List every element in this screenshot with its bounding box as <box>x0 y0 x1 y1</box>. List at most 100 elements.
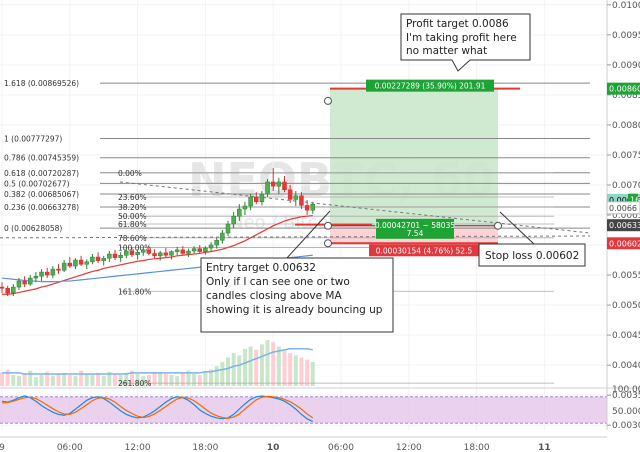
candle-body <box>310 203 315 211</box>
time-axis[interactable]: 9 06:00 12:00 18:00 10 06:00 12:00 18:00 11 <box>0 443 551 452</box>
fib-pct-label: 0.00% <box>118 169 142 178</box>
volume-bar <box>254 349 259 386</box>
volume-bar <box>259 344 264 386</box>
volume-bar <box>90 375 95 386</box>
position-handle <box>324 239 332 248</box>
price-tick-label: 0.00900000 <box>612 61 640 71</box>
candle-body <box>124 250 129 256</box>
stop-loss-callout[interactable]: Stop loss 0.00602 <box>478 211 586 267</box>
fib-level-label: 0.618 (0.00720287) <box>4 169 79 178</box>
fib-level-label: 1.618 (0.00869526) <box>4 79 79 88</box>
time-tick-label: 12:00 <box>396 443 422 452</box>
candle-body <box>11 286 16 294</box>
candle-body <box>152 253 157 257</box>
volume-ma-line <box>2 348 313 375</box>
candle-body <box>254 196 259 203</box>
fib-ratio: 0.236 <box>4 203 28 212</box>
candle-body <box>5 288 10 294</box>
candle-body <box>73 259 78 267</box>
fib-price: (0.00777297) <box>11 135 62 144</box>
volume-bar <box>152 371 157 386</box>
volume-bar <box>73 376 78 386</box>
price-tick-label: 0.00700000 <box>612 181 640 191</box>
price-tick-label: 0.00650000 <box>612 211 640 221</box>
entry-target-callout[interactable]: Entry target 0.00632 Only if I can see o… <box>200 210 394 333</box>
candle-body <box>56 268 61 271</box>
price-tag-label: 0.00675 <box>609 196 640 205</box>
price-tick-label: 0.00800000 <box>612 121 640 131</box>
candle-body <box>265 181 270 195</box>
profit-zone <box>330 88 498 226</box>
stoch-d-line <box>1 395 314 419</box>
price-tag-label: 0.0066 <box>609 204 637 213</box>
fib-price: (0.00745359) <box>28 154 79 163</box>
candle-body <box>293 195 299 200</box>
fib-level-label: 0.5 (0.00702677) <box>4 179 70 188</box>
volume-bar <box>50 376 55 386</box>
fib-level-label: 1 (0.00777297) <box>4 135 62 144</box>
candle-body <box>180 249 186 254</box>
candle-body <box>276 181 282 187</box>
volume-bar <box>33 377 38 386</box>
candle-body <box>141 249 146 253</box>
candle-body <box>270 181 276 187</box>
volume-bar <box>209 369 214 386</box>
candle-body <box>208 244 214 249</box>
entry-callout-pointer <box>285 210 331 260</box>
price-tag-label: 0.00633 <box>609 221 640 230</box>
price-grid <box>0 0 607 430</box>
position-handle <box>324 96 332 105</box>
volume-bar <box>56 373 61 386</box>
fib-price: (0.00685067) <box>28 190 79 199</box>
volume-bar <box>226 357 230 386</box>
entry-label-line2: 7.54 <box>407 229 424 238</box>
candle-body <box>248 196 253 207</box>
candle-body <box>225 223 231 234</box>
price-tag-box <box>607 82 640 95</box>
fib-level-label: 0 (0.00628058) <box>4 224 62 233</box>
entry-label-box <box>376 218 454 239</box>
fib-pct-label: 161.80% <box>118 287 151 296</box>
fib-level-label: 0.236 (0.00663278) <box>4 203 79 212</box>
target-label-box <box>366 79 494 92</box>
volume-bar <box>45 371 50 386</box>
volume-bar <box>113 373 117 386</box>
candle-body <box>90 256 95 263</box>
price-tag-label: 0.00860400 <box>609 85 640 94</box>
candle-body <box>242 205 248 210</box>
price-axis[interactable]: 0.01000000 0.00950000 0.00900000 0.00850000… <box>607 1 640 431</box>
stop-callout-text: Stop loss 0.00602 <box>485 250 579 262</box>
volume-bar <box>84 373 89 386</box>
fib-level-label: 0.786 (0.00745359) <box>4 154 79 163</box>
volume-bar <box>271 342 276 386</box>
fib-pct-label: 261.80% <box>118 379 151 388</box>
profit-target-callout[interactable]: Profit target 0.0086 I'm taking profit h… <box>400 13 531 72</box>
candle-body <box>174 249 180 252</box>
price-tick-label: 0.00350000 <box>612 391 640 401</box>
fib-pct-label: 78.60% <box>118 234 147 243</box>
price-tick-label: 0.00950000 <box>612 31 640 41</box>
candle-body <box>163 252 169 256</box>
volume-bar <box>175 376 180 386</box>
trendline <box>0 181 591 239</box>
position-labels: 0.00227289 (35.90%) 201.91 0.00042701 ~ 5… <box>295 79 520 257</box>
trendline-dashed <box>0 235 591 239</box>
fib-pct-label: 61.80% <box>118 220 147 229</box>
candle-body <box>169 251 174 256</box>
volume-bar <box>11 375 16 386</box>
stop-label: 0.00030154 (4.76%) 52.5 <box>376 246 473 255</box>
volume-bar <box>0 372 4 386</box>
ma-red-line <box>2 215 313 295</box>
fib-price: (0.00869526) <box>28 79 79 88</box>
candle-body <box>287 189 293 200</box>
stoch-k-line <box>1 395 314 422</box>
profit-callout-line3: no matter what <box>406 45 487 57</box>
volume-bar <box>248 346 253 386</box>
volume-bar <box>192 373 197 386</box>
volume-bar <box>107 371 112 386</box>
time-tick-label: 18:00 <box>192 443 218 452</box>
fib-price: (0.00628058) <box>11 224 62 233</box>
